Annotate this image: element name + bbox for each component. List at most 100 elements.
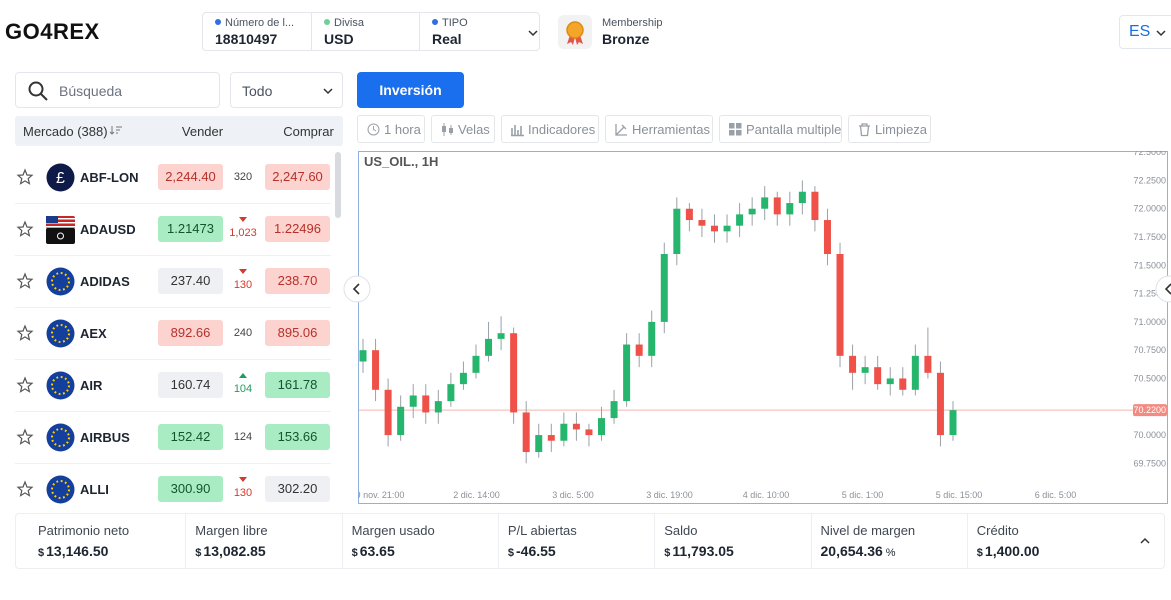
- favorite-star[interactable]: [16, 168, 34, 185]
- dot: [324, 19, 330, 25]
- buy-price[interactable]: 238.70: [265, 268, 330, 294]
- status-dot: [324, 19, 330, 25]
- account-value: Real: [432, 31, 462, 47]
- sell-price[interactable]: 152.42: [158, 424, 223, 450]
- eu-flag: [46, 267, 75, 296]
- collapse-toggle[interactable]: [1140, 536, 1150, 546]
- candle-body: [836, 253, 844, 356]
- market-row[interactable]: ADAUSD 1.21473 1,023 1.22496: [15, 204, 331, 256]
- arrow: [239, 373, 247, 378]
- candle-body: [472, 355, 480, 373]
- buy-price[interactable]: 153.66: [265, 424, 330, 450]
- spread: 130: [233, 487, 253, 499]
- favorite-star[interactable]: [16, 428, 34, 445]
- candle-body: [660, 253, 668, 322]
- summary-label: Margen libre: [195, 523, 268, 538]
- account-value: USD: [324, 31, 354, 47]
- buy-header: Comprar: [283, 124, 334, 139]
- filter-select[interactable]: Todo: [230, 72, 343, 108]
- market-row[interactable]: ALLI 300.90 130 302.20: [15, 464, 331, 516]
- buy-price[interactable]: 161.78: [265, 372, 330, 398]
- tool-icon: [615, 124, 627, 136]
- candle-body: [522, 412, 530, 453]
- logo: GO4REX: [5, 19, 100, 44]
- spread: 104: [233, 383, 253, 395]
- account-field: Número de l... 18810497: [203, 13, 311, 50]
- x-tick-label: 2 dic. 14:00: [453, 490, 500, 500]
- tool-button[interactable]: Indicadores: [501, 115, 599, 143]
- search-placeholder: Búsqueda: [59, 83, 123, 99]
- sell-price[interactable]: 300.90: [158, 476, 223, 502]
- sell-price[interactable]: 1.21473: [158, 216, 223, 242]
- currency-symbol: $: [664, 547, 671, 559]
- summary-item: Crédito $1,400.00: [966, 514, 1117, 568]
- account-label: Número de l...: [225, 17, 295, 29]
- buy-price[interactable]: 302.20: [265, 476, 330, 502]
- market-row[interactable]: ADIDAS 237.40 130 238.70: [15, 256, 331, 308]
- market-row[interactable]: £ ABF-LON 2,244.40 320 2,247.60: [15, 152, 331, 204]
- chevron-icon: [528, 30, 538, 37]
- favorite-star[interactable]: [16, 376, 34, 393]
- spread: 1,023: [229, 227, 257, 239]
- star: [16, 168, 34, 185]
- scrollbar: [335, 152, 341, 218]
- amount: 20,654.36: [820, 543, 883, 559]
- dot: [432, 19, 438, 25]
- tool-button[interactable]: 1 hora: [357, 115, 425, 143]
- candle-body: [736, 214, 744, 226]
- candle-body: [924, 355, 932, 373]
- tool-button[interactable]: Limpieza: [848, 115, 931, 143]
- tool-button[interactable]: Pantalla multiple: [719, 115, 842, 143]
- bars: [511, 125, 524, 137]
- buy-price[interactable]: 2,247.60: [265, 164, 330, 190]
- sell-price[interactable]: 2,244.40: [158, 164, 223, 190]
- tool-button[interactable]: Herramientas: [605, 115, 713, 143]
- y-tick-label: 70.7500: [1133, 345, 1166, 355]
- buy-price[interactable]: 1.22496: [265, 216, 330, 242]
- current-price-label: 70.2200: [1133, 405, 1166, 415]
- y-tick-label: 72.0000: [1133, 204, 1166, 214]
- language-select[interactable]: ES: [1119, 15, 1171, 49]
- market-row[interactable]: AIRBUS 152.42 124 153.66: [15, 412, 331, 464]
- favorite-star[interactable]: [16, 480, 34, 497]
- tool-icon: [729, 123, 742, 136]
- account-box[interactable]: Número de l... 18810497 Divisa USD TIPO Real: [202, 12, 540, 51]
- summary-value: $ -46.55: [508, 543, 556, 559]
- tool-label: Limpieza: [875, 122, 928, 137]
- account-label: Divisa: [334, 17, 364, 29]
- market-title[interactable]: Mercado (388): [23, 124, 108, 139]
- summary-item: Nivel de margen 20,654.36%: [810, 514, 961, 568]
- eu-stars: [51, 480, 70, 499]
- chart-nav-left[interactable]: [343, 275, 371, 303]
- invest-button[interactable]: Inversión: [357, 72, 464, 108]
- sell-price[interactable]: 237.40: [158, 268, 223, 294]
- account-value: 18810497: [215, 31, 278, 47]
- sell-price[interactable]: 160.74: [158, 372, 223, 398]
- sell-header: Vender: [181, 124, 224, 139]
- eu-stars: [51, 376, 70, 395]
- market-row[interactable]: AEX 892.66 240 895.06: [15, 308, 331, 360]
- favorite-star[interactable]: [16, 220, 34, 237]
- buy-price[interactable]: 895.06: [265, 320, 330, 346]
- tool-icon: [367, 123, 380, 136]
- instrument-icon: [46, 216, 75, 244]
- tool-icon: [859, 123, 870, 137]
- tool-button[interactable]: Velas: [431, 115, 495, 143]
- hands: [373, 126, 377, 132]
- market-row[interactable]: AIR 160.74 104 161.78: [15, 360, 331, 412]
- sort-icon[interactable]: [109, 125, 122, 135]
- tool-label: Herramientas: [632, 122, 711, 137]
- candle-body: [798, 191, 806, 204]
- favorite-star[interactable]: [16, 272, 34, 289]
- x-tick-label: 5 dic. 1:00: [842, 490, 884, 500]
- pencil: [615, 124, 627, 136]
- search-icon: [28, 81, 48, 101]
- chart-nav-right[interactable]: [1155, 275, 1171, 303]
- star: [16, 272, 34, 289]
- candle-body: [648, 321, 656, 356]
- crypto-badge: [46, 228, 75, 244]
- sell-price[interactable]: 892.66: [158, 320, 223, 346]
- search-input[interactable]: Búsqueda: [15, 72, 220, 108]
- favorite-star[interactable]: [16, 324, 34, 341]
